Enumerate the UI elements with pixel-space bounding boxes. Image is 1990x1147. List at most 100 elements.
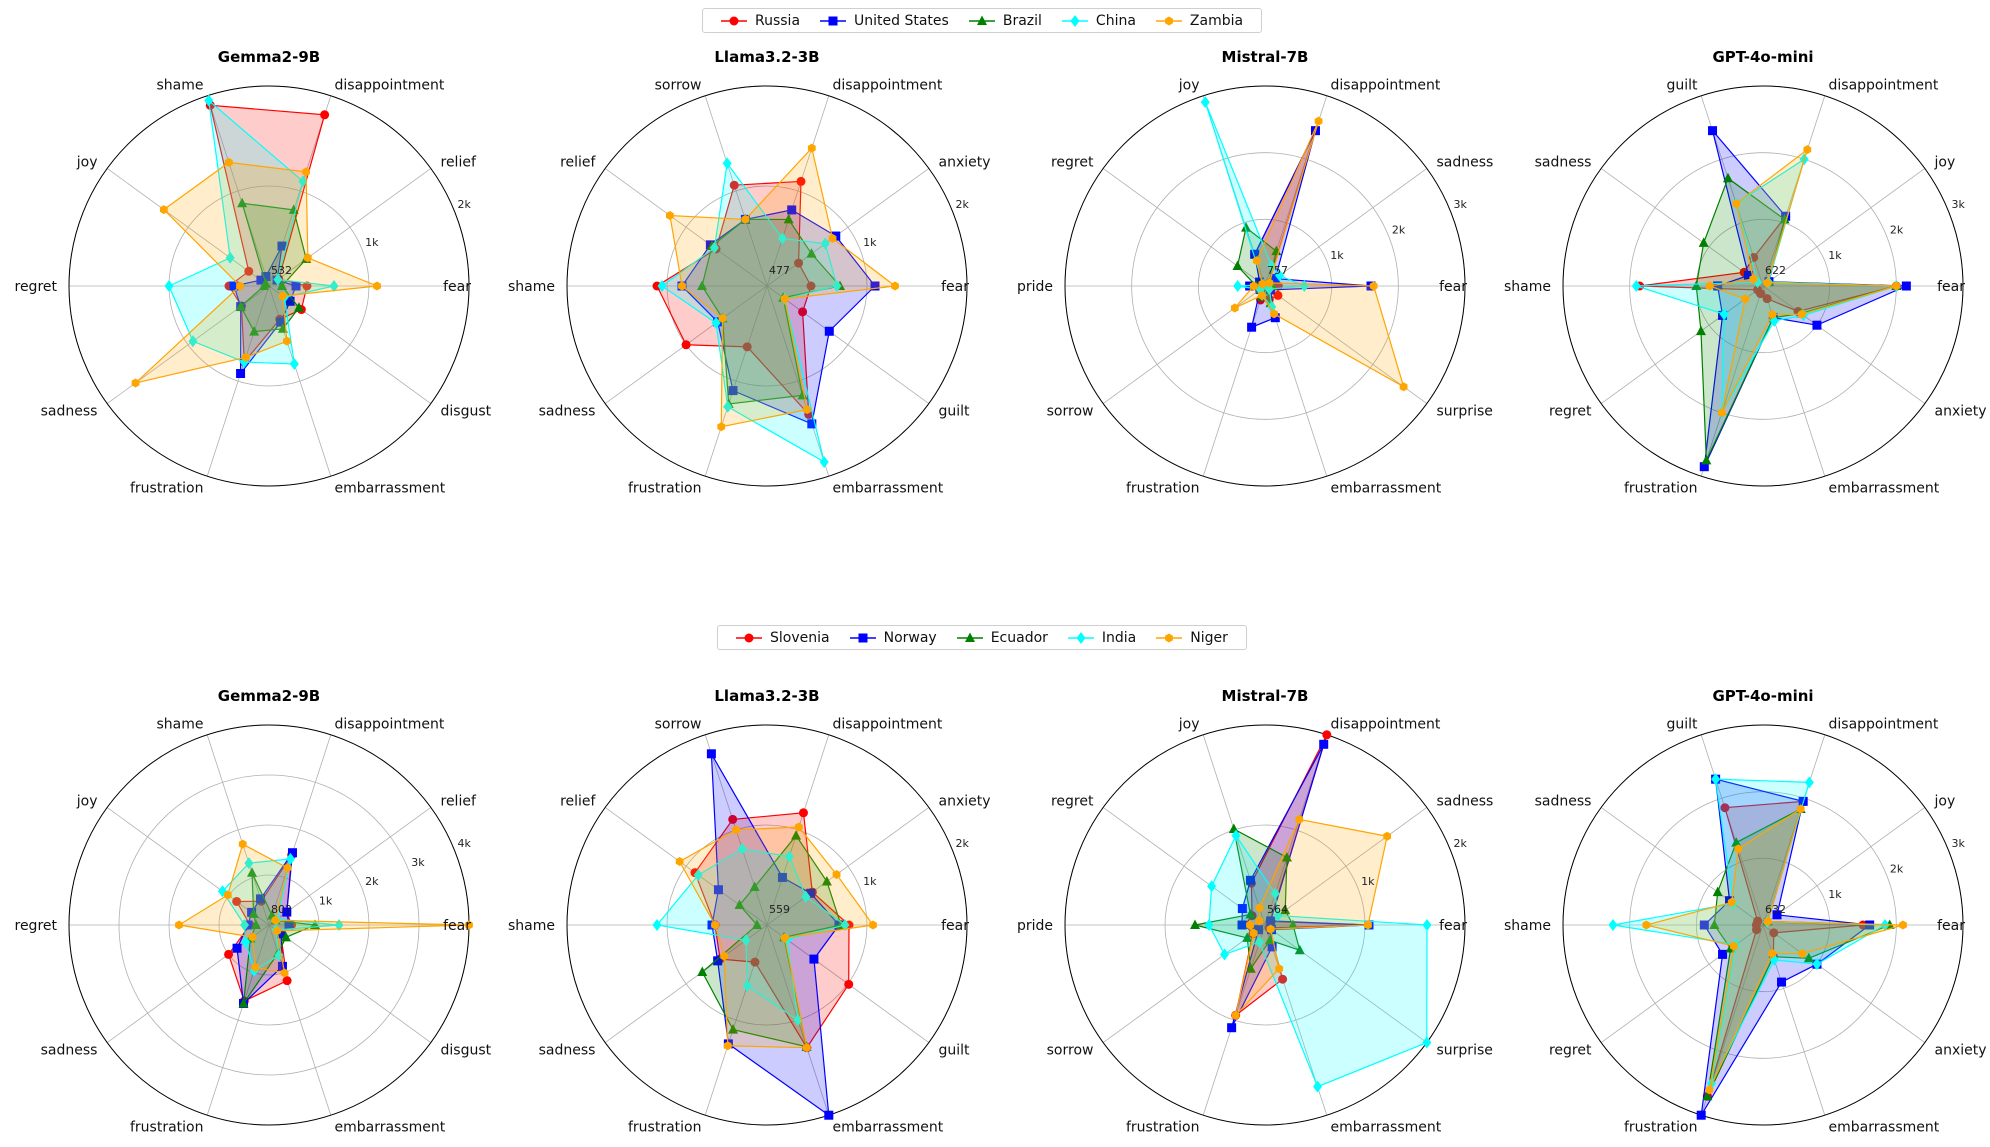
data-point [233, 944, 242, 953]
axis-label: joy [1934, 793, 1956, 809]
axis-label: joy [76, 793, 98, 809]
radial-tick-label: 4k [457, 837, 471, 850]
axis-label: regret [1051, 793, 1094, 809]
axis-label: guilt [939, 1043, 971, 1059]
legend-entry: United States [820, 13, 949, 29]
legend-label: Niger [1190, 630, 1228, 646]
axis-label: frustration [130, 481, 204, 497]
axis-label: joy [1178, 77, 1200, 93]
legend-top: Russia United States Brazil China Zambia [702, 8, 1262, 33]
radial-tick-label: 2k [955, 198, 969, 211]
axis-label: shame [508, 918, 555, 934]
data-point [1902, 282, 1911, 291]
data-point [730, 16, 739, 25]
axis-label: disappointment [833, 77, 943, 93]
grid-spoke [269, 807, 431, 925]
axis-label: sorrow [655, 716, 702, 732]
data-point [858, 633, 867, 642]
data-point [373, 282, 381, 291]
radar-chart: 1k2k3k757fearsadnessdisappointmentjoyreg… [1017, 48, 1493, 497]
radial-tick-label: 1k [1828, 249, 1842, 262]
legend-label: Brazil [1003, 13, 1042, 29]
axis-label: fear [443, 279, 471, 295]
center-value-label: 757 [1267, 264, 1288, 277]
axis-label: embarrassment [1331, 1120, 1442, 1136]
series-area [1235, 121, 1404, 387]
data-point [891, 282, 899, 291]
data-point [682, 340, 691, 349]
legend-bottom: Slovenia Norway Ecuador India Niger [717, 625, 1247, 650]
data-point [320, 110, 329, 119]
data-point [844, 980, 853, 989]
axis-label: joy [1934, 154, 1956, 170]
radial-tick-label: 2k [1890, 862, 1904, 875]
data-point [175, 921, 183, 930]
axis-label: disappointment [833, 716, 943, 732]
data-point [1247, 323, 1256, 332]
data-point [745, 633, 754, 642]
axis-label: frustration [1126, 1120, 1200, 1136]
legend-marker-icon [1156, 631, 1182, 645]
data-point [1697, 1111, 1706, 1120]
axis-label: embarrassment [833, 1120, 944, 1136]
axis-label: frustration [1624, 1120, 1698, 1136]
axis-label: regret [1549, 1043, 1592, 1059]
axis-label: fear [941, 918, 969, 934]
axis-label: guilt [1666, 716, 1698, 732]
legend-label: Russia [755, 13, 800, 29]
series-area [670, 148, 895, 427]
legend-label: Slovenia [770, 630, 830, 646]
axis-label: disappointment [1829, 77, 1939, 93]
legend-marker-icon [736, 631, 762, 645]
figure-canvas: 1k2k532fearreliefdisappointmentshamejoyr… [0, 0, 1990, 1147]
axis-label: frustration [628, 481, 702, 497]
axis-label: embarrassment [1829, 1120, 1940, 1136]
axis-label: sadness [1437, 154, 1494, 170]
legend-entry: Niger [1156, 630, 1228, 646]
legend-entry: Zambia [1156, 13, 1243, 29]
axis-label: sadness [1535, 154, 1592, 170]
chart-title: GPT-4o-mini [1712, 687, 1813, 705]
legend-marker-icon [957, 631, 983, 645]
chart-title: GPT-4o-mini [1712, 48, 1813, 66]
axis-label: sadness [539, 404, 596, 420]
axis-label: guilt [939, 404, 971, 420]
axis-label: regret [1549, 404, 1592, 420]
axis-label: embarrassment [1331, 481, 1442, 497]
data-point [1609, 919, 1618, 931]
axis-label: sadness [1437, 793, 1494, 809]
axis-label: embarrassment [335, 1120, 446, 1136]
radial-tick-label: 1k [863, 236, 877, 249]
axis-label: joy [1178, 716, 1200, 732]
radial-tick-label: 1k [319, 894, 333, 907]
axis-label: shame [156, 716, 203, 732]
radial-tick-label: 2k [365, 875, 379, 888]
legend-entry: Russia [721, 13, 800, 29]
legend-label: China [1096, 13, 1136, 29]
radial-tick-label: 2k [457, 198, 471, 211]
data-point [824, 1111, 833, 1120]
legend-entry: India [1068, 630, 1136, 646]
axis-label: fear [443, 918, 471, 934]
radial-tick-label: 2k [955, 837, 969, 850]
axis-label: fear [941, 279, 969, 295]
axis-label: embarrassment [1829, 481, 1940, 497]
axis-label: pride [1017, 918, 1053, 934]
axis-label: surprise [1437, 1043, 1493, 1059]
data-point [283, 976, 292, 985]
axis-label: regret [15, 279, 58, 295]
axis-label: anxiety [939, 154, 991, 170]
axis-label: sorrow [655, 77, 702, 93]
radar-chart: 1k2k532fearreliefdisappointmentshamejoyr… [15, 48, 492, 497]
legend-marker-icon [820, 14, 846, 28]
radial-tick-label: 1k [863, 875, 877, 888]
legend-marker-icon [721, 14, 747, 28]
radial-tick-label: 2k [1392, 223, 1406, 236]
axis-label: disgust [441, 1043, 492, 1059]
chart-title: Gemma2-9B [218, 48, 320, 66]
radial-tick-label: 3k [1453, 198, 1467, 211]
chart-title: Mistral-7B [1222, 48, 1309, 66]
legend-label: India [1102, 630, 1136, 646]
data-point [1708, 126, 1717, 135]
axis-label: disappointment [335, 77, 445, 93]
